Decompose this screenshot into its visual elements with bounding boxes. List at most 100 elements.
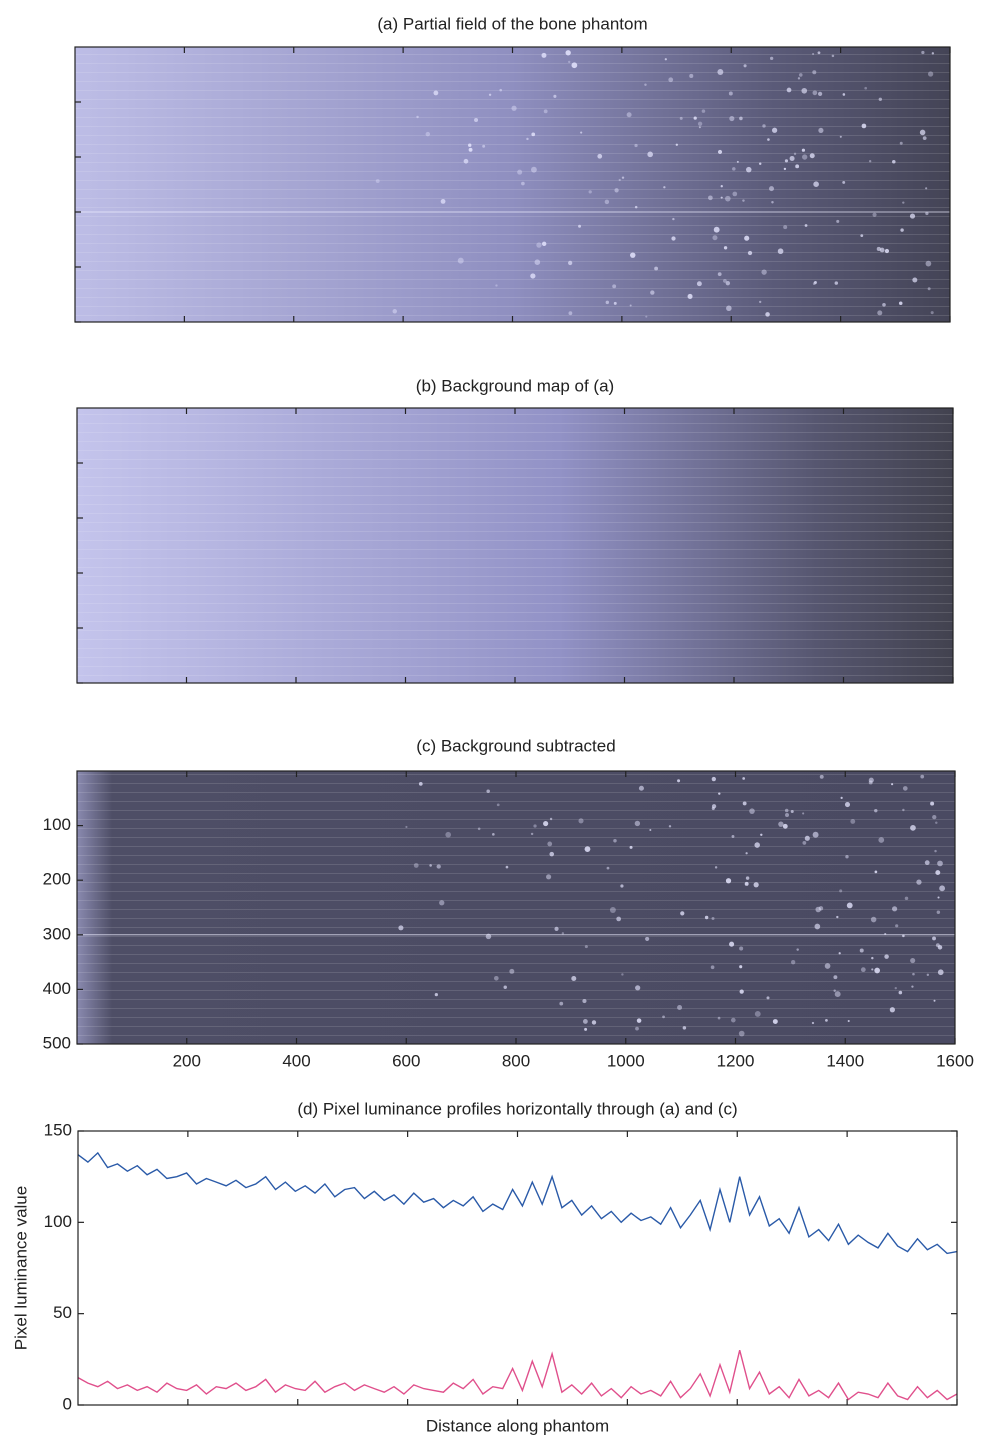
speckle: [416, 115, 419, 119]
speckle: [584, 945, 588, 949]
image-stripes: [77, 771, 955, 1044]
speckle: [723, 279, 727, 283]
y-tick-label: 100: [44, 1212, 72, 1231]
speckle: [682, 1026, 687, 1030]
speckle: [870, 916, 877, 923]
speckle: [584, 1027, 588, 1031]
speckle: [801, 87, 808, 94]
speckle: [859, 948, 864, 953]
speckle: [732, 191, 738, 197]
speckle: [813, 181, 819, 188]
speckle: [819, 774, 824, 779]
speckle: [912, 972, 915, 976]
speckle: [668, 825, 672, 828]
speckle: [533, 824, 537, 828]
speckle: [833, 989, 836, 992]
speckle: [801, 154, 808, 160]
speckle: [927, 71, 934, 77]
speckle: [730, 1017, 736, 1023]
speckle: [664, 58, 667, 61]
speckle: [902, 201, 905, 204]
speckle: [584, 846, 591, 852]
speckle: [474, 118, 479, 123]
speckle: [511, 105, 517, 111]
speckle: [698, 126, 701, 129]
speckle: [783, 167, 787, 171]
y-tick-label: 400: [43, 979, 71, 998]
speckle: [934, 849, 937, 853]
speckle: [457, 257, 464, 264]
speckle: [725, 878, 732, 884]
speckle: [836, 219, 840, 223]
x-tick-label: 800: [502, 1051, 530, 1070]
speckle: [932, 814, 937, 820]
speckle: [588, 190, 592, 194]
speckle: [405, 825, 408, 829]
line-series: [77, 1151, 958, 1255]
speckle: [612, 284, 617, 289]
speckle: [801, 148, 806, 152]
speckle: [495, 284, 498, 287]
speckle: [759, 300, 762, 304]
speckle: [909, 213, 916, 219]
speckle: [920, 774, 925, 779]
speckle: [919, 129, 926, 136]
speckle: [429, 864, 432, 867]
speckle: [884, 954, 889, 959]
speckle: [712, 235, 718, 241]
speckle: [704, 915, 709, 920]
speckle: [711, 776, 716, 782]
speckle: [874, 808, 878, 813]
speckle: [553, 94, 557, 98]
x-tick-label: 1400: [826, 1051, 864, 1070]
x-tick-label: 200: [173, 1051, 201, 1070]
speckle: [697, 121, 703, 126]
speckle: [614, 188, 619, 193]
speckle: [496, 803, 500, 807]
speckle: [743, 64, 747, 68]
speckle: [636, 1018, 642, 1023]
speckle: [509, 968, 515, 974]
speckle: [891, 906, 898, 912]
speckle: [418, 781, 423, 786]
speckle: [860, 234, 864, 238]
speckle: [767, 138, 770, 141]
speckle: [836, 915, 839, 919]
speckle: [812, 90, 818, 96]
speckle: [902, 808, 905, 812]
speckle: [517, 169, 523, 175]
speckle: [937, 969, 944, 976]
speckle: [812, 70, 817, 75]
speckle: [753, 882, 759, 888]
speckle: [817, 91, 823, 96]
speckle: [543, 109, 548, 114]
speckle: [868, 777, 874, 783]
speckle: [503, 985, 507, 989]
speckle: [717, 149, 723, 155]
speckle: [549, 817, 553, 821]
speckle: [677, 779, 681, 783]
speckle: [530, 832, 534, 836]
speckle: [884, 248, 890, 254]
speckle: [937, 860, 943, 867]
speckle: [802, 841, 807, 845]
speckle: [413, 863, 419, 868]
speckle: [542, 241, 547, 247]
speckle: [742, 777, 746, 780]
speckle: [375, 179, 380, 184]
speckle: [754, 1011, 761, 1017]
speckle: [789, 155, 795, 161]
speckle: [925, 187, 928, 190]
speckle: [892, 159, 896, 164]
speckle: [531, 166, 537, 173]
speckle: [606, 866, 610, 870]
speckle: [911, 985, 914, 988]
speckle: [433, 90, 439, 96]
x-tick-label: 1200: [717, 1051, 755, 1070]
speckle: [649, 829, 652, 832]
speckle: [543, 821, 549, 827]
speckle: [729, 116, 735, 122]
speckle: [902, 786, 908, 791]
speckle: [571, 62, 578, 69]
speckle: [935, 821, 938, 824]
